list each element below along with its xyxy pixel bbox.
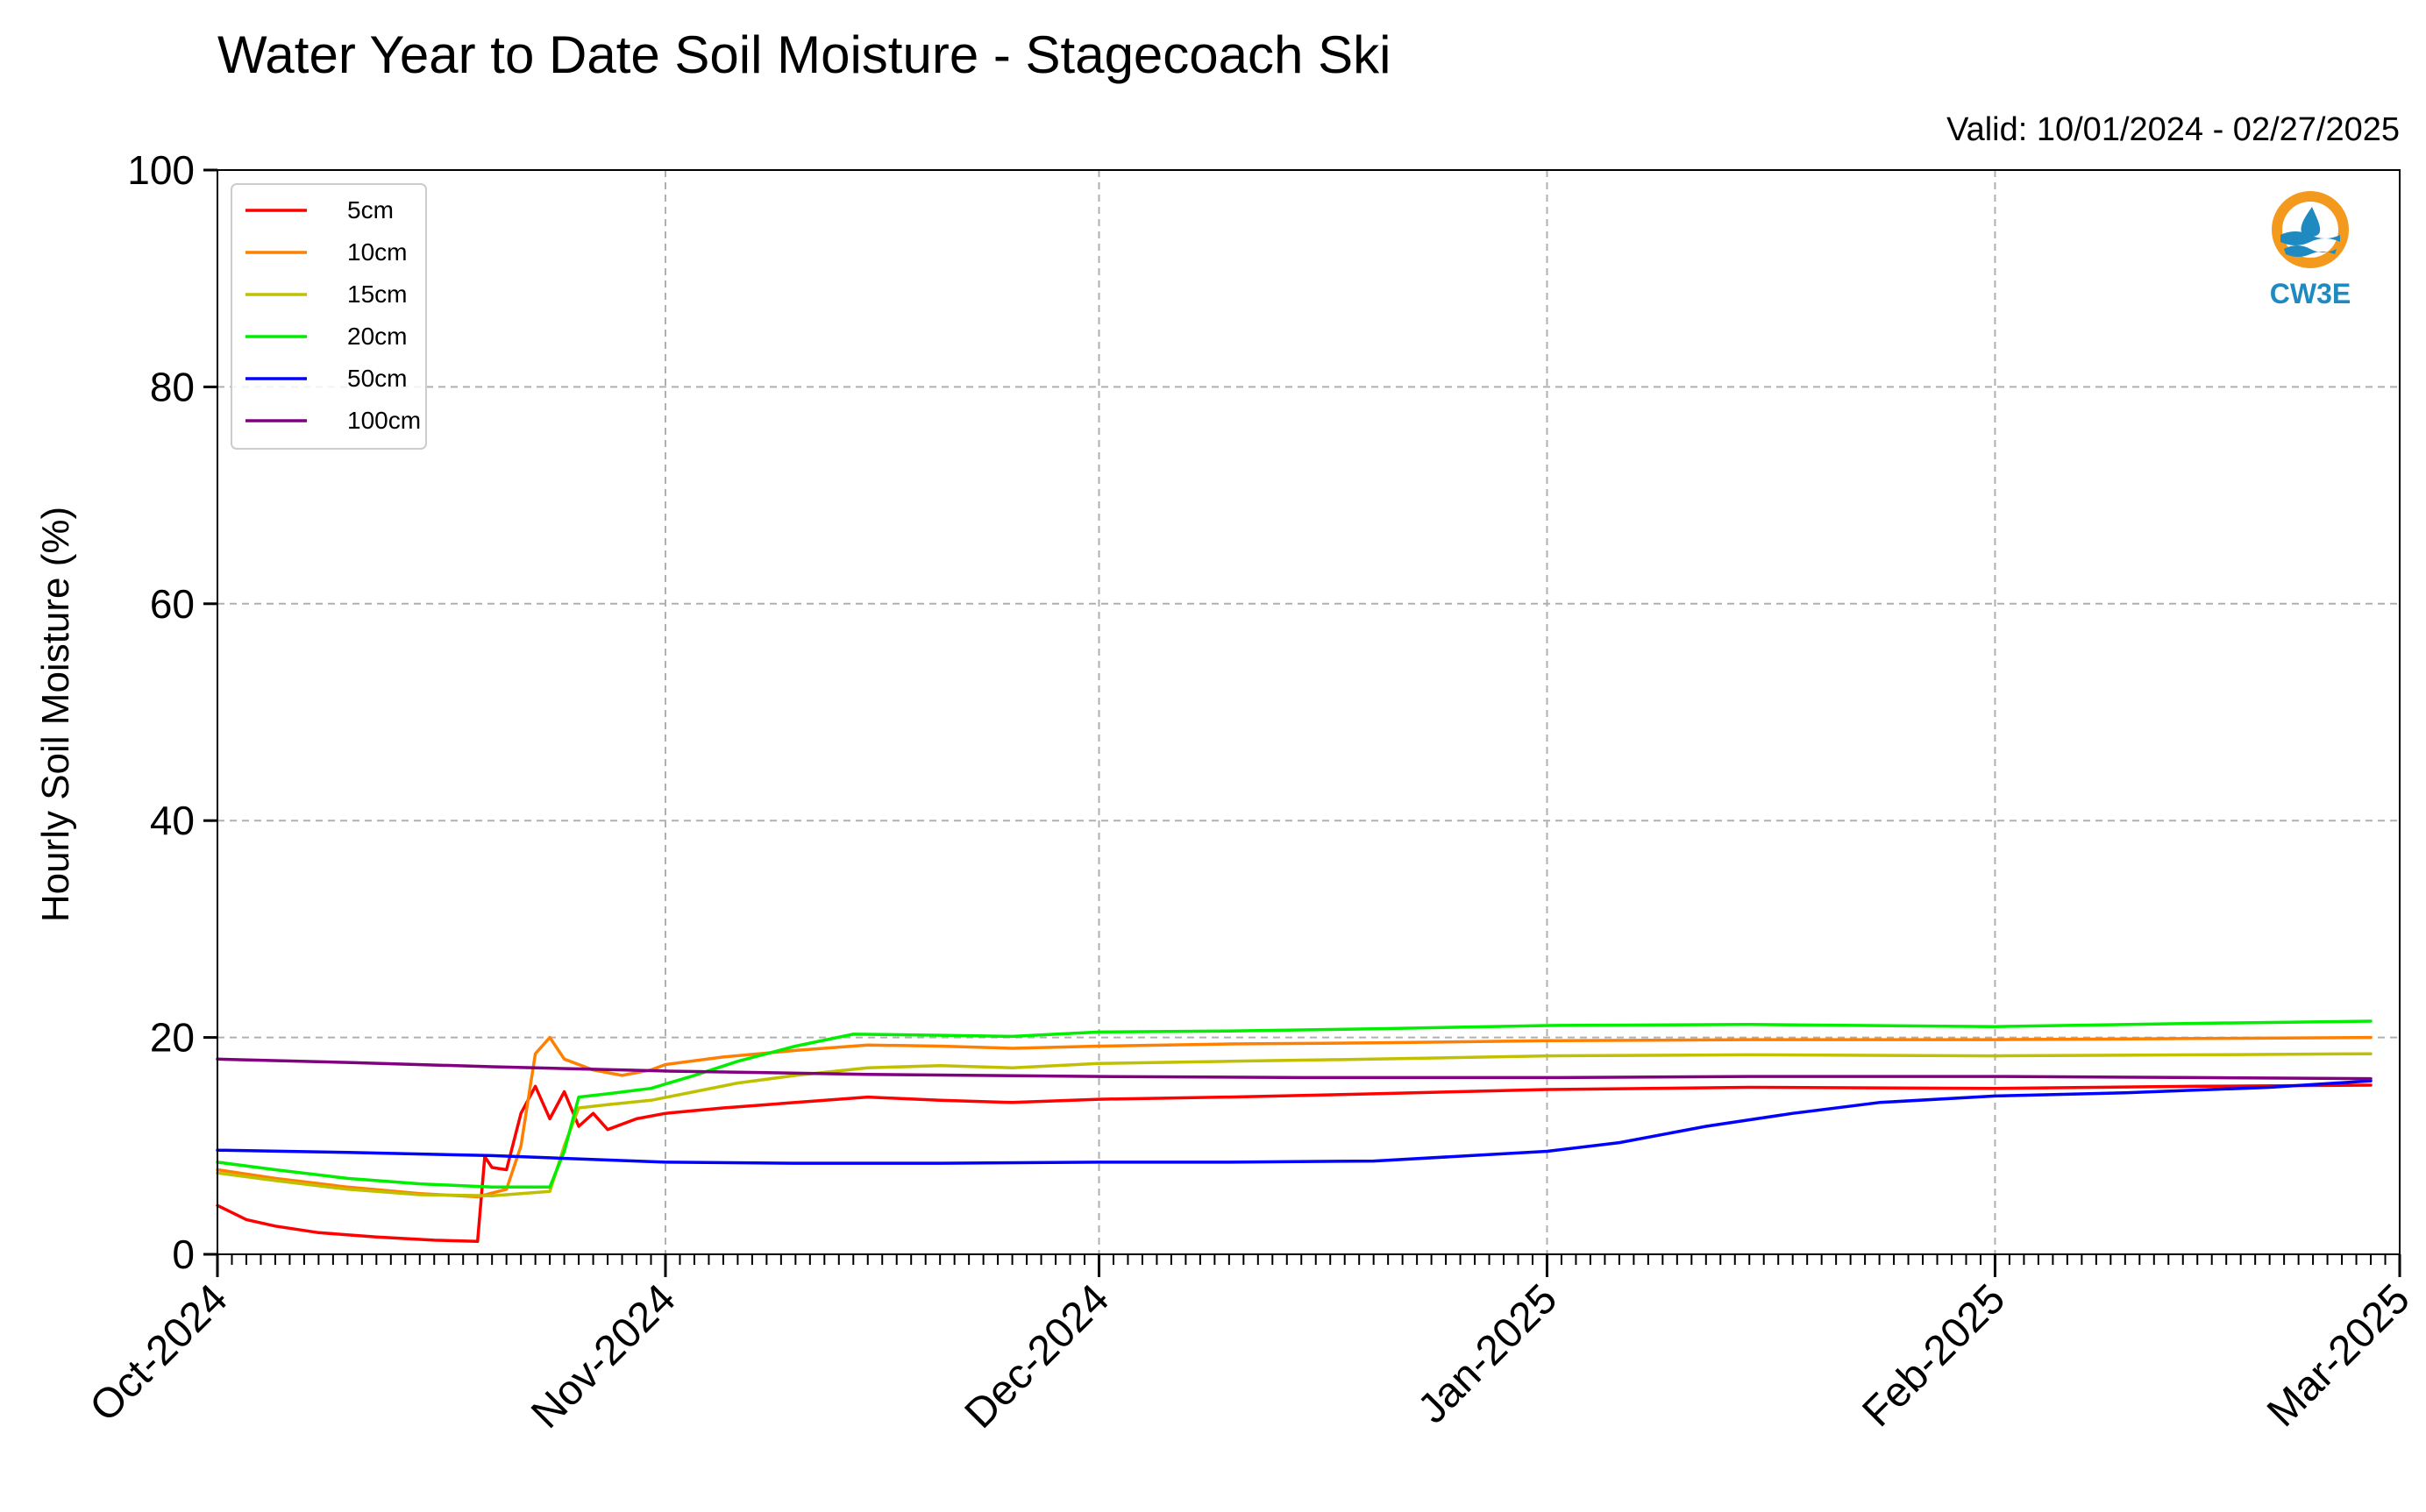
axes (217, 169, 2401, 1255)
y-tick-label: 80 (150, 364, 195, 409)
series-line-50cm (216, 1079, 2373, 1165)
logo-wave-icon (2280, 231, 2340, 257)
series-line-5cm (216, 1083, 2373, 1243)
y-tick-label: 60 (150, 581, 195, 627)
chart-title: Water Year to Date Soil Moisture - Stage… (217, 25, 1391, 84)
series-line-10cm (216, 1035, 2373, 1199)
y-tick-label: 0 (172, 1232, 195, 1277)
legend-label: 100cm (347, 407, 421, 434)
legend-label: 10cm (347, 238, 407, 266)
series-lines (216, 1019, 2373, 1243)
chart-subtitle: Valid: 10/01/2024 - 02/27/2025 (1946, 111, 2400, 148)
legend-label: 50cm (347, 365, 407, 392)
logo-text: CW3E (2270, 278, 2351, 309)
logo-drop-icon (2301, 207, 2321, 238)
series-line-15cm (216, 1052, 2373, 1197)
legend-box (231, 183, 427, 450)
legend-label: 5cm (347, 196, 394, 224)
y-axis-label: Hourly Soil Moisture (%) (34, 507, 77, 922)
series-line-20cm (216, 1019, 2373, 1189)
plot-frame (217, 169, 2401, 1255)
cw3e-logo: CW3E (2270, 191, 2351, 309)
legend-label: 20cm (347, 323, 407, 350)
legend-label: 15cm (347, 280, 407, 308)
legend: 5cm 10cm 15cm 20cm 50cm 100cm (231, 183, 427, 450)
series-line-100cm (216, 1057, 2373, 1081)
y-tick-label: 20 (150, 1015, 195, 1061)
y-tick-label: 40 (150, 798, 195, 843)
y-tick-label: 100 (127, 147, 195, 193)
